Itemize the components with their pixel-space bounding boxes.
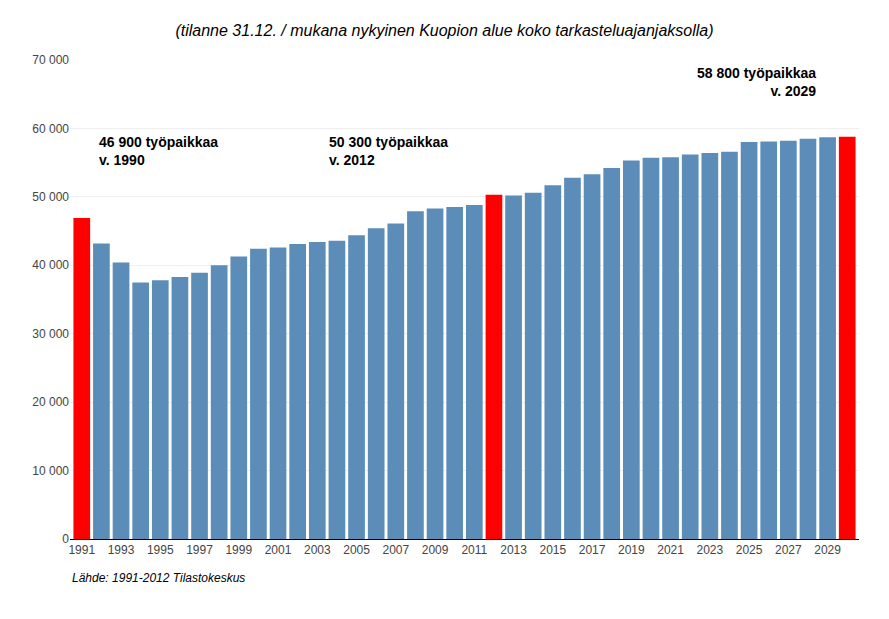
svg-text:50 300 työpaikkaav. 2012: 50 300 työpaikkaav. 2012 — [329, 134, 448, 168]
svg-text:60 000: 60 000 — [32, 122, 69, 136]
svg-text:2027: 2027 — [775, 543, 802, 557]
svg-text:Lähde: 1991-2012 Tilastokeskus: Lähde: 1991-2012 Tilastokeskus — [72, 571, 245, 585]
svg-text:2007: 2007 — [382, 543, 409, 557]
svg-text:40 000: 40 000 — [32, 258, 69, 272]
svg-text:2023: 2023 — [696, 543, 723, 557]
svg-text:2003: 2003 — [304, 543, 331, 557]
svg-text:2013: 2013 — [500, 543, 527, 557]
svg-text:2001: 2001 — [265, 543, 292, 557]
svg-text:30 000: 30 000 — [32, 327, 69, 341]
svg-text:2015: 2015 — [539, 543, 566, 557]
svg-text:1995: 1995 — [147, 543, 174, 557]
svg-text:2009: 2009 — [422, 543, 449, 557]
svg-text:2029: 2029 — [814, 543, 841, 557]
svg-text:46 900 työpaikkaav. 1990: 46 900 työpaikkaav. 1990 — [99, 134, 218, 168]
svg-text:20 000: 20 000 — [32, 395, 69, 409]
svg-text:70 000: 70 000 — [32, 53, 69, 67]
svg-text:1999: 1999 — [225, 543, 252, 557]
svg-text:2005: 2005 — [343, 543, 370, 557]
svg-text:1993: 1993 — [108, 543, 135, 557]
svg-text:(tilanne 31.12. / mukana nykyi: (tilanne 31.12. / mukana nykyinen Kuopio… — [175, 22, 713, 39]
svg-text:58 800 työpaikkaav. 2029: 58 800 työpaikkaav. 2029 — [697, 65, 816, 99]
svg-text:2017: 2017 — [579, 543, 606, 557]
svg-text:10 000: 10 000 — [32, 464, 69, 478]
svg-text:0: 0 — [62, 532, 69, 546]
svg-text:50 000: 50 000 — [32, 190, 69, 204]
svg-text:1997: 1997 — [186, 543, 213, 557]
svg-text:2025: 2025 — [736, 543, 763, 557]
svg-text:2019: 2019 — [618, 543, 645, 557]
svg-text:2011: 2011 — [461, 543, 487, 557]
svg-text:2021: 2021 — [657, 543, 684, 557]
svg-text:1991: 1991 — [68, 543, 95, 557]
